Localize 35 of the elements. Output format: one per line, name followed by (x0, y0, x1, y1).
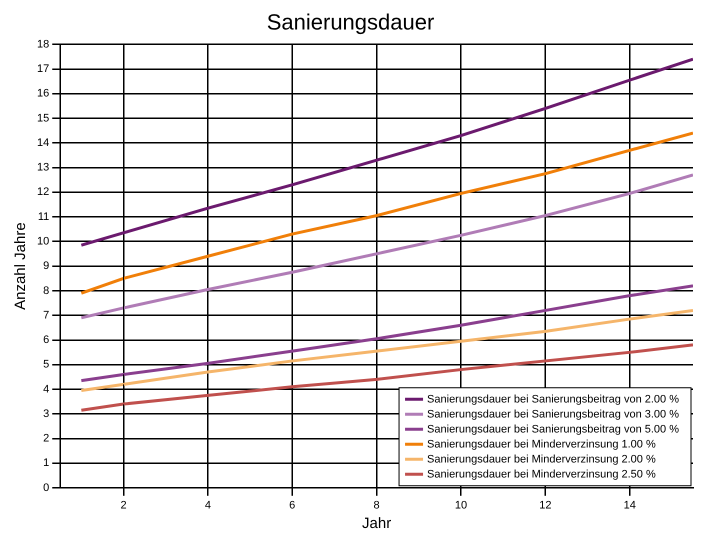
legend-label: Sanierungsdauer bei Sanierungsbeitrag von 3.00 % (427, 408, 680, 420)
y-tick-label: 5 (43, 358, 50, 371)
chart-title: Sanierungsdauer (266, 9, 434, 34)
x-tick-label: 14 (624, 499, 636, 512)
legend-label: Sanierungsdauer bei Minderverzinsung 2.00 % (427, 453, 656, 466)
y-tick-label: 9 (43, 260, 50, 272)
y-tick-label: 0 (43, 482, 50, 494)
y-tick-label: 15 (36, 112, 50, 124)
y-tick-label: 10 (36, 236, 50, 248)
legend-label: Sanierungsdauer bei Minderverzinsung 1.00 % (427, 438, 656, 450)
y-tick-label: 7 (43, 309, 50, 322)
y-axis-title: Anzahl Jahre (12, 222, 30, 310)
y-tick-label: 16 (36, 88, 50, 100)
legend-label: Sanierungsdauer bei Sanierungsbeitrag von 5.00 % (427, 423, 680, 436)
y-tick-label: 13 (36, 162, 50, 174)
x-tick-label: 4 (204, 499, 211, 512)
y-tick-label: 17 (36, 63, 50, 76)
y-tick-label: 12 (36, 186, 50, 198)
y-tick-label: 4 (43, 383, 50, 396)
y-tick-label: 11 (38, 210, 50, 223)
legend-label: Sanierungsdauer bei Sanierungsbeitrag von 2.00 % (427, 393, 680, 406)
x-tick-label: 8 (374, 499, 380, 512)
x-tick-label: 12 (539, 499, 552, 512)
y-tick-label: 1 (43, 457, 50, 470)
legend-label: Sanierungsdauer bei Minderverzinsung 2.50 % (427, 468, 656, 480)
x-axis-title: Jahr (362, 515, 392, 532)
y-tick-label: 2 (43, 432, 50, 445)
x-tick-label: 2 (120, 499, 127, 512)
x-tick-label: 6 (289, 499, 296, 512)
y-tick-label: 3 (43, 408, 50, 420)
y-tick-label: 14 (36, 136, 50, 149)
y-tick-label: 6 (43, 334, 50, 346)
y-tick-label: 18 (36, 38, 50, 50)
y-tick-label: 8 (43, 284, 50, 297)
x-tick-label: 10 (454, 499, 468, 512)
